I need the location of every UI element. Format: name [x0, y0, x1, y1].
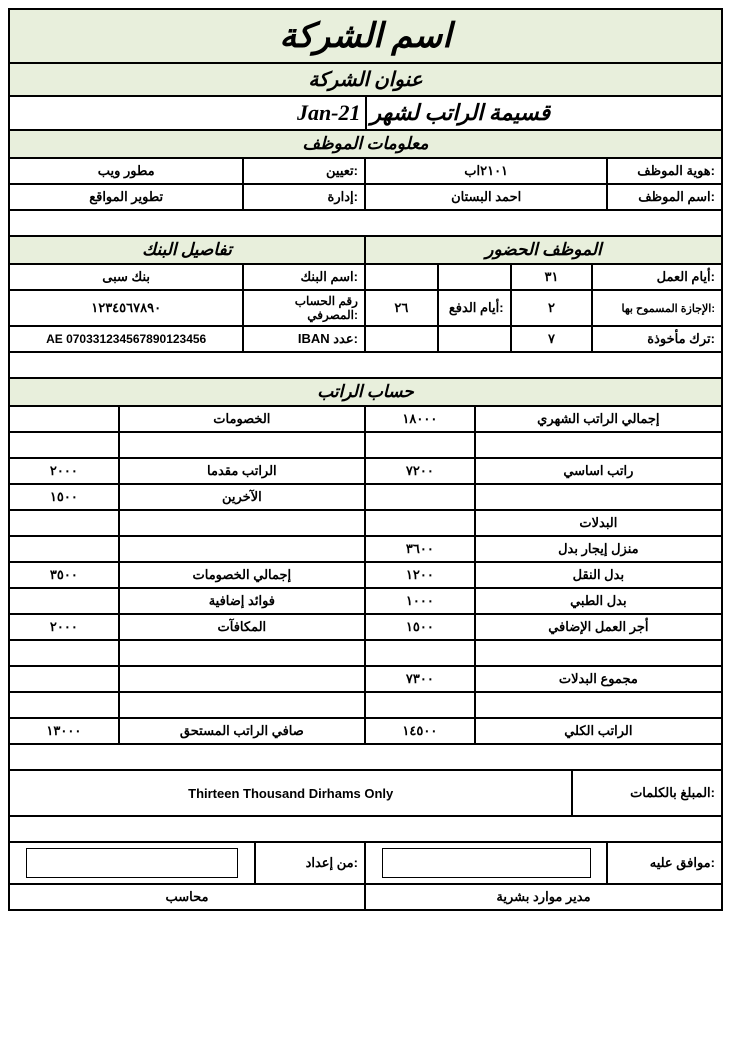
department-label: إدارة: [243, 184, 365, 210]
emp-id-label: هوية الموظف: [607, 158, 722, 184]
iban-value: AE 070331234567890123456 [9, 326, 243, 352]
blank-cell [475, 692, 722, 718]
employee-info-header: معلومات الموظف [9, 130, 722, 158]
prepared-by-label: من إعداد: [255, 842, 365, 884]
blank-cell [475, 640, 722, 666]
transport-value: ١٢٠٠ [365, 562, 475, 588]
blank-cell [119, 692, 365, 718]
department-value: تطوير المواقع [9, 184, 243, 210]
leaves-allowed-value: ٢ [511, 290, 593, 326]
account-no-value: ١٢٣٤٥٦٧٨٩٠ [9, 290, 243, 326]
paid-days-value: ٢٦ [365, 290, 438, 326]
bonus-value: ٢٠٠٠ [9, 614, 119, 640]
medical-label: بدل الطبي [475, 588, 722, 614]
total-ded-label: إجمالي الخصومات [119, 562, 365, 588]
total-salary-value: ١٤٥٠٠ [365, 718, 475, 744]
medical-value: ١٠٠٠ [365, 588, 475, 614]
house-rent-label: منزل إيجار بدل [475, 536, 722, 562]
blank-cell [9, 536, 119, 562]
bank-header: تفاصيل البنك [9, 236, 365, 264]
spacer [9, 744, 722, 770]
blank-cell [475, 484, 722, 510]
bank-name-value: بنك سبى [9, 264, 243, 290]
blank-cell [9, 588, 119, 614]
leaves-taken-label: ترك مأخوذة: [592, 326, 722, 352]
account-no-label: رقم الحساب المصرفي: [243, 290, 365, 326]
blank-cell [365, 326, 438, 352]
advance-value: ٢٠٠٠ [9, 458, 119, 484]
company-name: اسم الشركة [9, 9, 722, 63]
transport-label: بدل النقل [475, 562, 722, 588]
working-days-label: أيام العمل: [592, 264, 722, 290]
slip-month: Jan-21 [9, 96, 366, 130]
blank-cell [9, 510, 119, 536]
paid-days-label: أيام الدفع: [438, 290, 511, 326]
designation-label: تعيين: [243, 158, 365, 184]
blank-cell [365, 484, 475, 510]
blank-cell [365, 692, 475, 718]
payslip-sheet: اسم الشركة عنوان الشركة Jan-21 قسيمة الر… [8, 8, 723, 911]
blank-cell [365, 432, 475, 458]
emp-name-value: احمد البستان [365, 184, 607, 210]
gross-label: إجمالي الراتب الشهري [475, 406, 722, 432]
overtime-value: ١٥٠٠ [365, 614, 475, 640]
advance-label: الراتب مقدما [119, 458, 365, 484]
overtime-label: أجر العمل الإضافي [475, 614, 722, 640]
leaves-allowed-label: الإجازة المسموح بها: [592, 290, 722, 326]
blank-cell [119, 640, 365, 666]
prepared-sign-box [9, 842, 255, 884]
slip-label: قسيمة الراتب لشهر [366, 96, 723, 130]
spacer [9, 210, 722, 236]
house-rent-value: ٣٦٠٠ [365, 536, 475, 562]
iban-label: IBAN عدد: [243, 326, 365, 352]
company-address: عنوان الشركة [9, 63, 722, 96]
approved-sign-box [365, 842, 607, 884]
total-allow-value: ٧٣٠٠ [365, 666, 475, 692]
leaves-taken-value: ٧ [511, 326, 593, 352]
net-value: ١٣٠٠٠ [9, 718, 119, 744]
blank-cell [9, 640, 119, 666]
basic-value: ٧٢٠٠ [365, 458, 475, 484]
emp-id-value: ٢١٠١اب [365, 158, 607, 184]
blank-cell [438, 326, 511, 352]
attendance-header: الموظف الحضور [365, 236, 722, 264]
blank-cell [119, 510, 365, 536]
bank-name-label: اسم البنك: [243, 264, 365, 290]
total-salary-label: الراتب الكلي [475, 718, 722, 744]
accountant-label: محاسب [9, 884, 365, 910]
blank-cell [9, 406, 119, 432]
deductions-label: الخصومات [119, 406, 365, 432]
blank-cell [475, 432, 722, 458]
blank-cell [119, 666, 365, 692]
blank-cell [119, 536, 365, 562]
blank-cell [438, 264, 511, 290]
approved-by-label: موافق عليه: [607, 842, 722, 884]
working-days-value: ٣١ [511, 264, 593, 290]
basic-label: راتب اساسي [475, 458, 722, 484]
others-value: ١٥٠٠ [9, 484, 119, 510]
others-label: الآخرين [119, 484, 365, 510]
benefits-label: فوائد إضافية [119, 588, 365, 614]
salary-header: حساب الراتب [9, 378, 722, 406]
total-ded-value: ٣٥٠٠ [9, 562, 119, 588]
emp-name-label: اسم الموظف: [607, 184, 722, 210]
hr-manager-label: مدير موارد بشرية [365, 884, 722, 910]
blank-cell [9, 432, 119, 458]
spacer [9, 816, 722, 842]
gross-value: ١٨٠٠٠ [365, 406, 475, 432]
net-label: صافي الراتب المستحق [119, 718, 365, 744]
spacer [9, 352, 722, 378]
allowances-label: البدلات [475, 510, 722, 536]
blank-cell [9, 666, 119, 692]
amount-words-value: Thirteen Thousand Dirhams Only [9, 770, 572, 816]
bonus-label: المكافآت [119, 614, 365, 640]
blank-cell [365, 640, 475, 666]
blank-cell [365, 264, 438, 290]
total-allow-label: مجموع البدلات [475, 666, 722, 692]
blank-cell [365, 510, 475, 536]
blank-cell [9, 692, 119, 718]
amount-words-label: المبلغ بالكلمات: [572, 770, 722, 816]
blank-cell [119, 432, 365, 458]
designation-value: مطور ويب [9, 158, 243, 184]
